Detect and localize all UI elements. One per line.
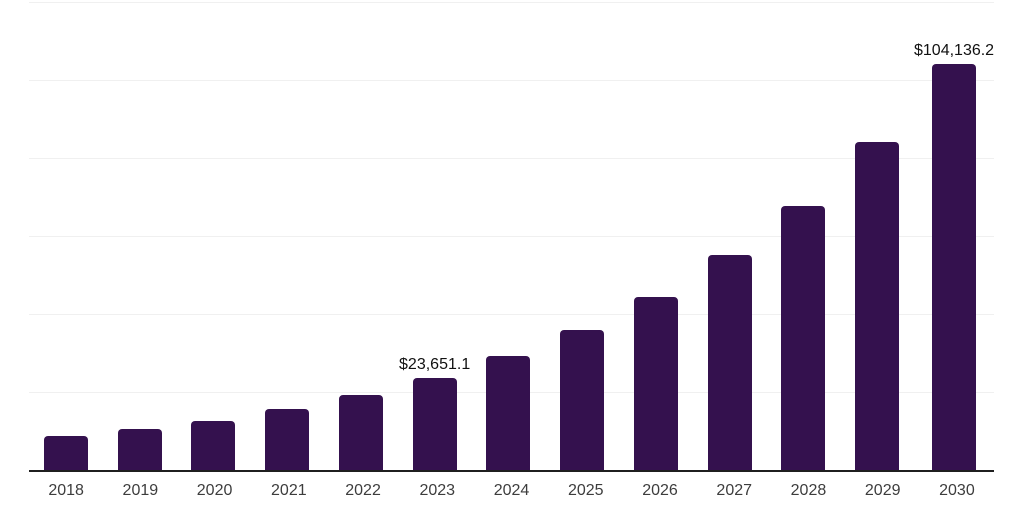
x-tick-2024: 2024 <box>493 482 530 499</box>
x-tick-2021: 2021 <box>271 482 307 499</box>
bar-group-2019 <box>103 2 177 470</box>
bar-group-2021 <box>250 2 324 470</box>
bar-2018[interactable] <box>43 436 88 470</box>
data-label-2030: $104,136.2 <box>914 42 995 60</box>
bar-2020[interactable] <box>191 420 236 470</box>
x-tick-2018: 2018 <box>48 482 84 499</box>
gridline <box>29 314 994 315</box>
bar-2028[interactable] <box>781 206 826 470</box>
x-tick-2028: 2028 <box>790 482 827 499</box>
gridline <box>29 2 994 3</box>
bar-group-2023: $23,651.1 <box>398 2 472 470</box>
bar-2024[interactable] <box>486 356 531 470</box>
bar-2023[interactable] <box>412 377 457 470</box>
x-tick-2022: 2022 <box>345 482 381 499</box>
plot-area: $23,651.1 $104,136.2 <box>29 2 994 472</box>
x-axis-tick-labels: 2018 2019 2020 2021 2022 2023 2024 2025 2026 2027… <box>29 472 994 500</box>
x-tick-2025: 2025 <box>567 482 604 499</box>
bar-group-2024 <box>472 2 546 470</box>
bar-group-2026 <box>619 2 693 470</box>
gridline <box>29 158 994 159</box>
bar-group-2025 <box>545 2 619 470</box>
x-tick-2030: 2030 <box>939 482 975 499</box>
bar-group-2029 <box>840 2 914 470</box>
bar-2019[interactable] <box>117 429 162 470</box>
bar-2026[interactable] <box>633 297 678 470</box>
bar-group-2020 <box>177 2 251 470</box>
bar-group-2018 <box>29 2 103 470</box>
bars-layer: $23,651.1 $104,136.2 <box>29 2 994 470</box>
bar-group-2030: $104,136.2 <box>914 2 994 470</box>
gridline <box>29 80 994 81</box>
bar-2027[interactable] <box>707 255 752 470</box>
x-tick-2027: 2027 <box>716 482 753 499</box>
bar-2021[interactable] <box>265 409 310 470</box>
bar-group-2022 <box>324 2 398 470</box>
bar-2022[interactable] <box>338 395 383 470</box>
gridline <box>29 236 994 237</box>
data-label-2023: $23,651.1 <box>399 356 471 374</box>
bar-group-2028 <box>767 2 841 470</box>
bar-2030[interactable] <box>932 63 977 470</box>
x-tick-2019: 2019 <box>122 482 159 499</box>
x-tick-2029: 2029 <box>864 482 901 499</box>
x-tick-2023: 2023 <box>419 482 456 499</box>
x-tick-2026: 2026 <box>642 482 678 499</box>
bar-group-2027 <box>693 2 767 470</box>
x-tick-2020: 2020 <box>196 482 233 499</box>
bar-2029[interactable] <box>855 142 900 470</box>
bar-2025[interactable] <box>560 330 605 470</box>
